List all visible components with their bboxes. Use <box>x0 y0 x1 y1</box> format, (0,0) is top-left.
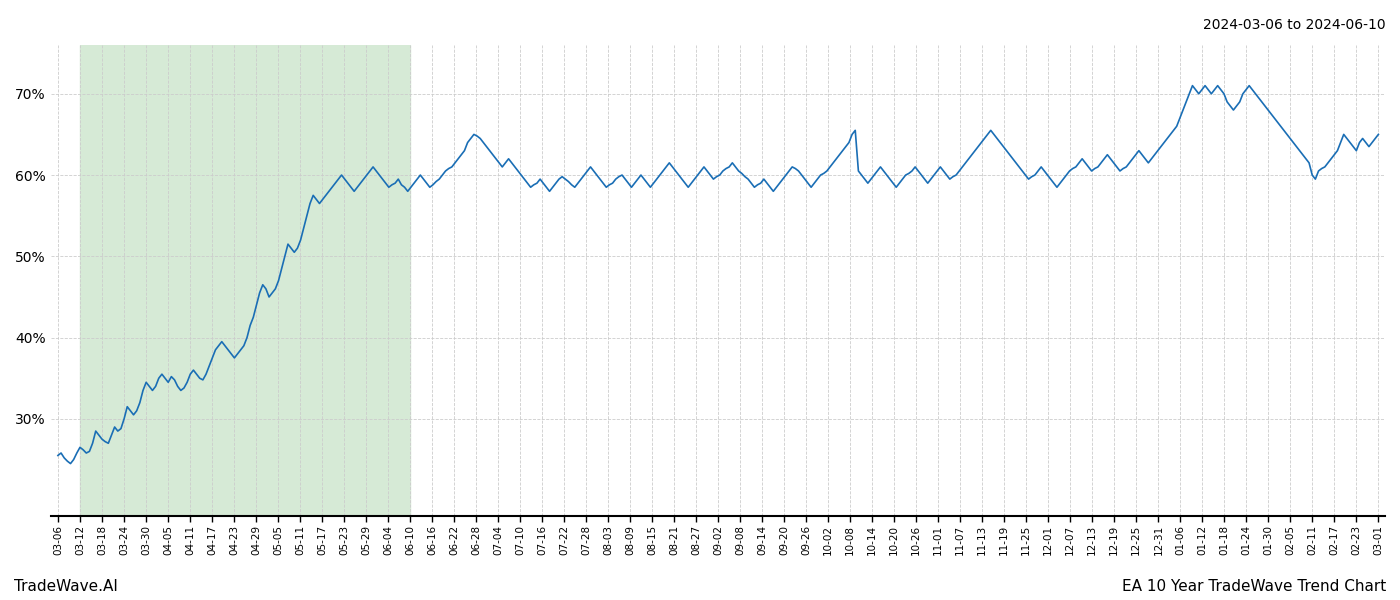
Text: EA 10 Year TradeWave Trend Chart: EA 10 Year TradeWave Trend Chart <box>1121 579 1386 594</box>
Text: 2024-03-06 to 2024-06-10: 2024-03-06 to 2024-06-10 <box>1204 18 1386 32</box>
Bar <box>80 45 410 517</box>
Text: TradeWave.AI: TradeWave.AI <box>14 579 118 594</box>
